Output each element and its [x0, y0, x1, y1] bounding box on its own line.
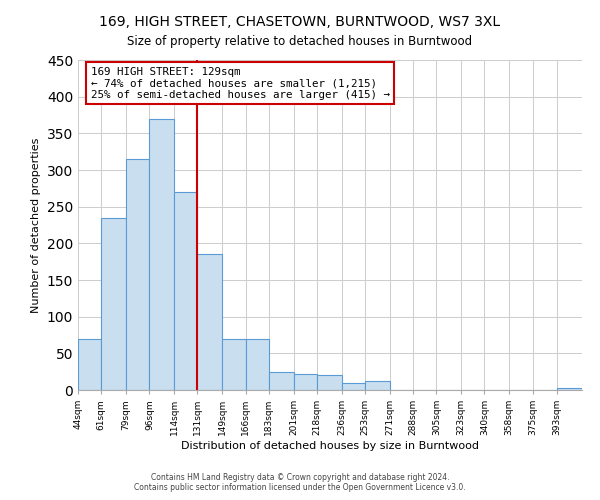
Bar	[78, 338, 101, 390]
Bar	[101, 218, 126, 390]
Bar	[365, 381, 390, 390]
Bar	[149, 118, 174, 390]
Text: Size of property relative to detached houses in Burntwood: Size of property relative to detached ho…	[127, 35, 473, 48]
Bar	[317, 376, 341, 390]
Text: 169, HIGH STREET, CHASETOWN, BURNTWOOD, WS7 3XL: 169, HIGH STREET, CHASETOWN, BURNTWOOD, …	[100, 15, 500, 29]
Bar	[174, 192, 197, 390]
X-axis label: Distribution of detached houses by size in Burntwood: Distribution of detached houses by size …	[181, 441, 479, 451]
Y-axis label: Number of detached properties: Number of detached properties	[31, 138, 41, 312]
Bar	[269, 372, 293, 390]
Bar	[341, 382, 365, 390]
Bar	[293, 374, 317, 390]
Bar	[222, 338, 245, 390]
Text: Contains HM Land Registry data © Crown copyright and database right 2024.
Contai: Contains HM Land Registry data © Crown c…	[134, 473, 466, 492]
Bar	[557, 388, 582, 390]
Text: 169 HIGH STREET: 129sqm
← 74% of detached houses are smaller (1,215)
25% of semi: 169 HIGH STREET: 129sqm ← 74% of detache…	[91, 66, 389, 100]
Bar	[197, 254, 222, 390]
Bar	[245, 338, 269, 390]
Bar	[126, 159, 149, 390]
